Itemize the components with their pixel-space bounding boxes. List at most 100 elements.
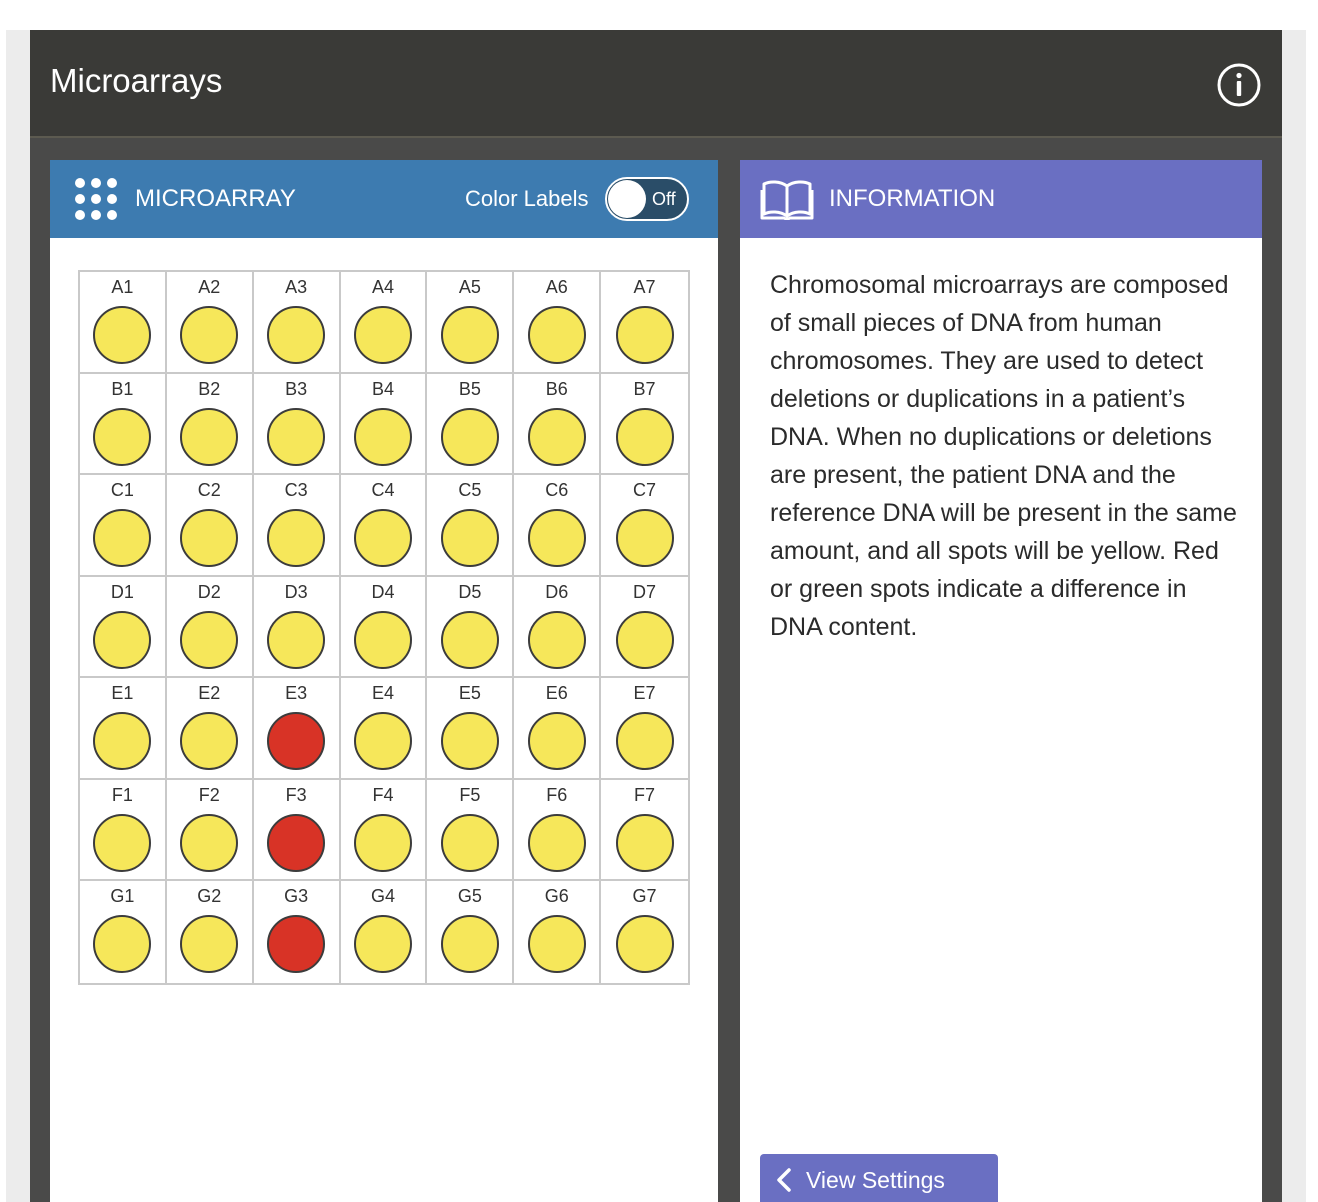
- spot-cell-B1[interactable]: B1: [80, 373, 167, 476]
- spot-C4[interactable]: [353, 509, 412, 568]
- spot-cell-A4[interactable]: A4: [340, 272, 428, 374]
- spot-D7[interactable]: [615, 610, 674, 669]
- info-button[interactable]: [1216, 62, 1262, 108]
- spot-B7[interactable]: [615, 407, 674, 466]
- spot-cell-A2[interactable]: A2: [166, 272, 254, 374]
- spot-cell-G7[interactable]: G7: [601, 881, 688, 983]
- spot-cell-D1[interactable]: D1: [80, 576, 167, 679]
- spot-cell-G6[interactable]: G6: [514, 881, 602, 983]
- spot-F6[interactable]: [527, 813, 586, 872]
- spot-cell-A7[interactable]: A7: [601, 272, 688, 374]
- spot-E1[interactable]: [93, 712, 152, 771]
- spot-F1[interactable]: [93, 813, 152, 872]
- spot-cell-A6[interactable]: A6: [514, 272, 602, 374]
- spot-B2[interactable]: [180, 407, 239, 466]
- spot-cell-A3[interactable]: A3: [253, 272, 341, 374]
- spot-cell-E5[interactable]: E5: [427, 678, 515, 780]
- spot-cell-F5[interactable]: F5: [427, 779, 515, 882]
- spot-cell-B3[interactable]: B3: [253, 373, 341, 476]
- spot-cell-E1[interactable]: E1: [80, 678, 167, 780]
- spot-D6[interactable]: [527, 610, 586, 669]
- spot-D1[interactable]: [93, 610, 152, 669]
- spot-cell-E7[interactable]: E7: [601, 678, 688, 780]
- spot-cell-C6[interactable]: C6: [514, 475, 602, 577]
- spot-A5[interactable]: [440, 306, 499, 364]
- spot-C6[interactable]: [527, 509, 586, 568]
- spot-E3[interactable]: [267, 712, 326, 771]
- spot-F2[interactable]: [180, 813, 239, 872]
- spot-cell-D2[interactable]: D2: [166, 576, 254, 679]
- spot-cell-G5[interactable]: G5: [427, 881, 515, 983]
- spot-G7[interactable]: [615, 915, 674, 974]
- spot-cell-C2[interactable]: C2: [166, 475, 254, 577]
- spot-cell-D5[interactable]: D5: [427, 576, 515, 679]
- spot-cell-D6[interactable]: D6: [514, 576, 602, 679]
- spot-B1[interactable]: [93, 407, 152, 466]
- spot-D5[interactable]: [440, 610, 499, 669]
- spot-cell-F7[interactable]: F7: [601, 780, 688, 882]
- spot-F5[interactable]: [440, 813, 499, 872]
- spot-cell-F1[interactable]: F1: [80, 779, 167, 882]
- spot-A6[interactable]: [527, 306, 586, 364]
- spot-C5[interactable]: [440, 509, 499, 568]
- spot-cell-D7[interactable]: D7: [601, 577, 688, 679]
- spot-F4[interactable]: [353, 813, 412, 872]
- spot-E6[interactable]: [527, 712, 586, 771]
- spot-B4[interactable]: [353, 407, 412, 466]
- spot-D4[interactable]: [353, 610, 412, 669]
- spot-cell-A5[interactable]: A5: [427, 272, 515, 374]
- spot-cell-F3[interactable]: F3: [253, 779, 341, 882]
- spot-F3[interactable]: [267, 813, 326, 872]
- view-settings-button[interactable]: View Settings: [760, 1154, 998, 1202]
- spot-G4[interactable]: [353, 915, 412, 974]
- spot-D2[interactable]: [180, 610, 239, 669]
- spot-B5[interactable]: [440, 407, 499, 466]
- spot-G1[interactable]: [93, 915, 152, 974]
- spot-cell-B2[interactable]: B2: [166, 373, 254, 476]
- spot-cell-C1[interactable]: C1: [80, 475, 167, 577]
- spot-C7[interactable]: [615, 509, 674, 568]
- spot-E5[interactable]: [440, 712, 499, 771]
- spot-cell-B7[interactable]: B7: [601, 374, 688, 476]
- spot-cell-C7[interactable]: C7: [601, 475, 688, 577]
- spot-cell-F2[interactable]: F2: [166, 779, 254, 882]
- spot-C3[interactable]: [267, 509, 326, 568]
- spot-cell-B5[interactable]: B5: [427, 373, 515, 476]
- spot-A4[interactable]: [353, 306, 412, 364]
- spot-cell-F6[interactable]: F6: [514, 779, 602, 882]
- spot-B6[interactable]: [527, 407, 586, 466]
- spot-cell-A1[interactable]: A1: [80, 272, 167, 374]
- spot-cell-E3[interactable]: E3: [253, 678, 341, 780]
- spot-cell-F4[interactable]: F4: [340, 779, 428, 882]
- spot-A3[interactable]: [267, 306, 326, 364]
- spot-cell-E4[interactable]: E4: [340, 678, 428, 780]
- spot-cell-B6[interactable]: B6: [514, 373, 602, 476]
- spot-cell-C4[interactable]: C4: [340, 475, 428, 577]
- spot-A7[interactable]: [615, 306, 674, 364]
- spot-cell-C3[interactable]: C3: [253, 475, 341, 577]
- spot-cell-G4[interactable]: G4: [341, 881, 428, 983]
- spot-cell-G2[interactable]: G2: [167, 881, 254, 983]
- color-labels-toggle[interactable]: Off: [605, 177, 689, 221]
- spot-G3[interactable]: [267, 915, 326, 974]
- spot-G2[interactable]: [180, 915, 239, 974]
- spot-E2[interactable]: [180, 712, 239, 771]
- spot-E7[interactable]: [615, 712, 674, 771]
- spot-cell-G1[interactable]: G1: [80, 881, 167, 983]
- spot-cell-D3[interactable]: D3: [253, 576, 341, 679]
- spot-E4[interactable]: [353, 712, 412, 771]
- spot-cell-D4[interactable]: D4: [340, 576, 428, 679]
- spot-C2[interactable]: [180, 509, 239, 568]
- spot-cell-B4[interactable]: B4: [340, 373, 428, 476]
- spot-G6[interactable]: [527, 915, 586, 974]
- spot-cell-E2[interactable]: E2: [166, 678, 254, 780]
- spot-B3[interactable]: [267, 407, 326, 466]
- spot-cell-E6[interactable]: E6: [514, 678, 602, 780]
- spot-A2[interactable]: [180, 306, 239, 364]
- spot-A1[interactable]: [93, 306, 152, 364]
- spot-cell-C5[interactable]: C5: [427, 475, 515, 577]
- spot-F7[interactable]: [615, 813, 674, 872]
- spot-D3[interactable]: [267, 610, 326, 669]
- spot-G5[interactable]: [440, 915, 499, 974]
- spot-cell-G3[interactable]: G3: [254, 881, 341, 983]
